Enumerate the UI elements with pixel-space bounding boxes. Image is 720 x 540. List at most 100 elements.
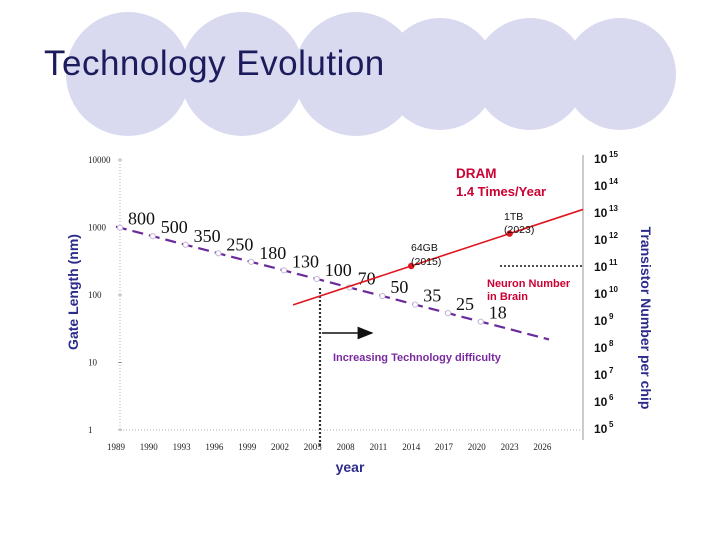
right-tick-1: 10 14 [594, 177, 618, 193]
right-tick-9: 10 6 [594, 393, 614, 409]
gate-label-100: 100 [325, 260, 352, 280]
gate-label-35: 35 [423, 286, 441, 306]
deco-circle-3 [294, 12, 418, 136]
gate-label-130: 130 [292, 251, 319, 271]
right-tick-exp-9: 6 [609, 393, 614, 402]
gate-point-35 [412, 301, 419, 308]
gate-label-500: 500 [161, 217, 188, 237]
right-tick-exp-2: 13 [609, 204, 618, 213]
right-tick-base-4: 10 [594, 260, 608, 274]
gate-point-130 [280, 267, 288, 274]
gate-length-trend-line [115, 225, 550, 341]
right-tick-base-5: 10 [594, 287, 608, 301]
gate-length-labels: 800 500 350 250 180 130 100 70 50 35 25 18 [128, 209, 507, 323]
dram-trend-line [292, 208, 584, 306]
x-tick-label-13: 2026 [533, 442, 552, 452]
right-tick-base-0: 10 [594, 152, 608, 166]
right-axis-title: Transistor Number per chip [638, 227, 654, 410]
dram-point-0 [408, 262, 415, 270]
x-tick-label-11: 2020 [468, 442, 487, 452]
difficulty-label: Increasing Technology difficulty [333, 352, 502, 364]
x-tick-label-8: 2011 [370, 442, 388, 452]
right-tick-10: 10 5 [594, 420, 614, 436]
right-tick-base-8: 10 [594, 368, 608, 382]
gate-point-350 [182, 241, 189, 248]
right-tick-base-6: 10 [594, 314, 608, 328]
neuron-label-2: in Brain [487, 291, 528, 303]
left-tick-label-0: 10000 [88, 155, 111, 165]
gate-point-500 [149, 233, 156, 240]
right-tick-base-1: 10 [594, 179, 608, 193]
gate-label-70: 70 [358, 268, 376, 288]
left-axis-title: Gate Length (nm) [65, 234, 81, 350]
left-axis-ticks: 10000 1000 100 10 1 [88, 155, 122, 435]
x-tick-label-9: 2014 [402, 442, 421, 452]
x-axis-title: year [336, 459, 365, 475]
gate-point-800 [116, 224, 124, 231]
x-tick-label-12: 2023 [501, 442, 520, 452]
right-tick-exp-1: 14 [609, 177, 618, 186]
x-tick-label-1: 1990 [140, 442, 159, 452]
gate-label-350: 350 [194, 226, 221, 246]
left-tick-label-3: 10 [88, 358, 98, 368]
x-tick-label-3: 1996 [205, 442, 224, 452]
deco-circle-4 [384, 18, 496, 130]
gate-point-50 [379, 292, 386, 300]
right-tick-6: 10 9 [594, 312, 614, 328]
gate-label-18: 18 [489, 303, 507, 323]
dram-point-1tb-year: (2023) [504, 224, 534, 236]
right-tick-exp-5: 10 [609, 285, 618, 294]
x-tick-label-7: 2008 [337, 442, 356, 452]
right-tick-exp-10: 5 [609, 420, 614, 429]
deco-circle-6 [564, 18, 676, 130]
right-tick-exp-0: 15 [609, 150, 618, 159]
dram-points [408, 230, 513, 270]
right-tick-base-7: 10 [594, 341, 608, 355]
gate-label-250: 250 [226, 234, 253, 254]
right-tick-base-3: 10 [594, 233, 608, 247]
gate-length-points [116, 224, 484, 325]
x-tick-label-6: 2005 [304, 442, 323, 452]
gate-point-250 [215, 250, 222, 257]
x-tick-label-10: 2017 [435, 442, 454, 452]
gate-label-180: 180 [259, 243, 286, 263]
deco-circle-2 [180, 12, 304, 136]
dram-rate-label: 1.4 Times/Year [456, 184, 546, 199]
gate-point-100 [313, 275, 320, 283]
neuron-label: Neuron Number [487, 278, 571, 290]
dram-point-1 [506, 230, 513, 237]
x-tick-label-2: 1993 [173, 442, 192, 452]
deco-circle-5 [474, 18, 586, 130]
right-tick-0: 10 15 [594, 150, 618, 166]
dram-point-64gb-year: (2015) [411, 256, 441, 268]
x-tick-label-5: 2002 [271, 442, 289, 452]
gate-label-50: 50 [390, 277, 408, 297]
right-tick-exp-8: 7 [609, 366, 614, 375]
gate-point-25 [444, 310, 452, 317]
slide-title: Technology Evolution [44, 44, 385, 83]
right-tick-base-10: 10 [594, 422, 608, 436]
gate-point-18 [477, 318, 484, 325]
right-tick-exp-4: 11 [609, 258, 618, 267]
right-tick-3: 10 12 [594, 231, 618, 247]
x-tick-label-0: 1989 [107, 442, 126, 452]
right-tick-4: 10 11 [594, 258, 618, 274]
right-tick-base-9: 10 [594, 395, 608, 409]
left-tick-label-4: 1 [88, 425, 93, 435]
right-tick-exp-3: 12 [609, 231, 618, 240]
gate-label-800: 800 [128, 209, 155, 229]
right-tick-5: 10 10 [594, 285, 618, 301]
deco-circle-1 [66, 12, 190, 136]
right-tick-base-2: 10 [594, 206, 608, 220]
right-tick-8: 10 7 [594, 366, 614, 382]
right-tick-exp-7: 8 [609, 339, 614, 348]
right-tick-2: 10 13 [594, 204, 618, 220]
left-tick-label-2: 100 [88, 290, 102, 300]
x-tick-label-4: 1999 [238, 442, 257, 452]
left-tick-label-1: 1000 [88, 223, 107, 233]
gate-point-180 [248, 258, 255, 265]
x-axis-ticks: 1989 1990 1993 1996 1999 2002 2005 2008 2011 2014… [107, 442, 552, 452]
right-tick-7: 10 8 [594, 339, 614, 355]
